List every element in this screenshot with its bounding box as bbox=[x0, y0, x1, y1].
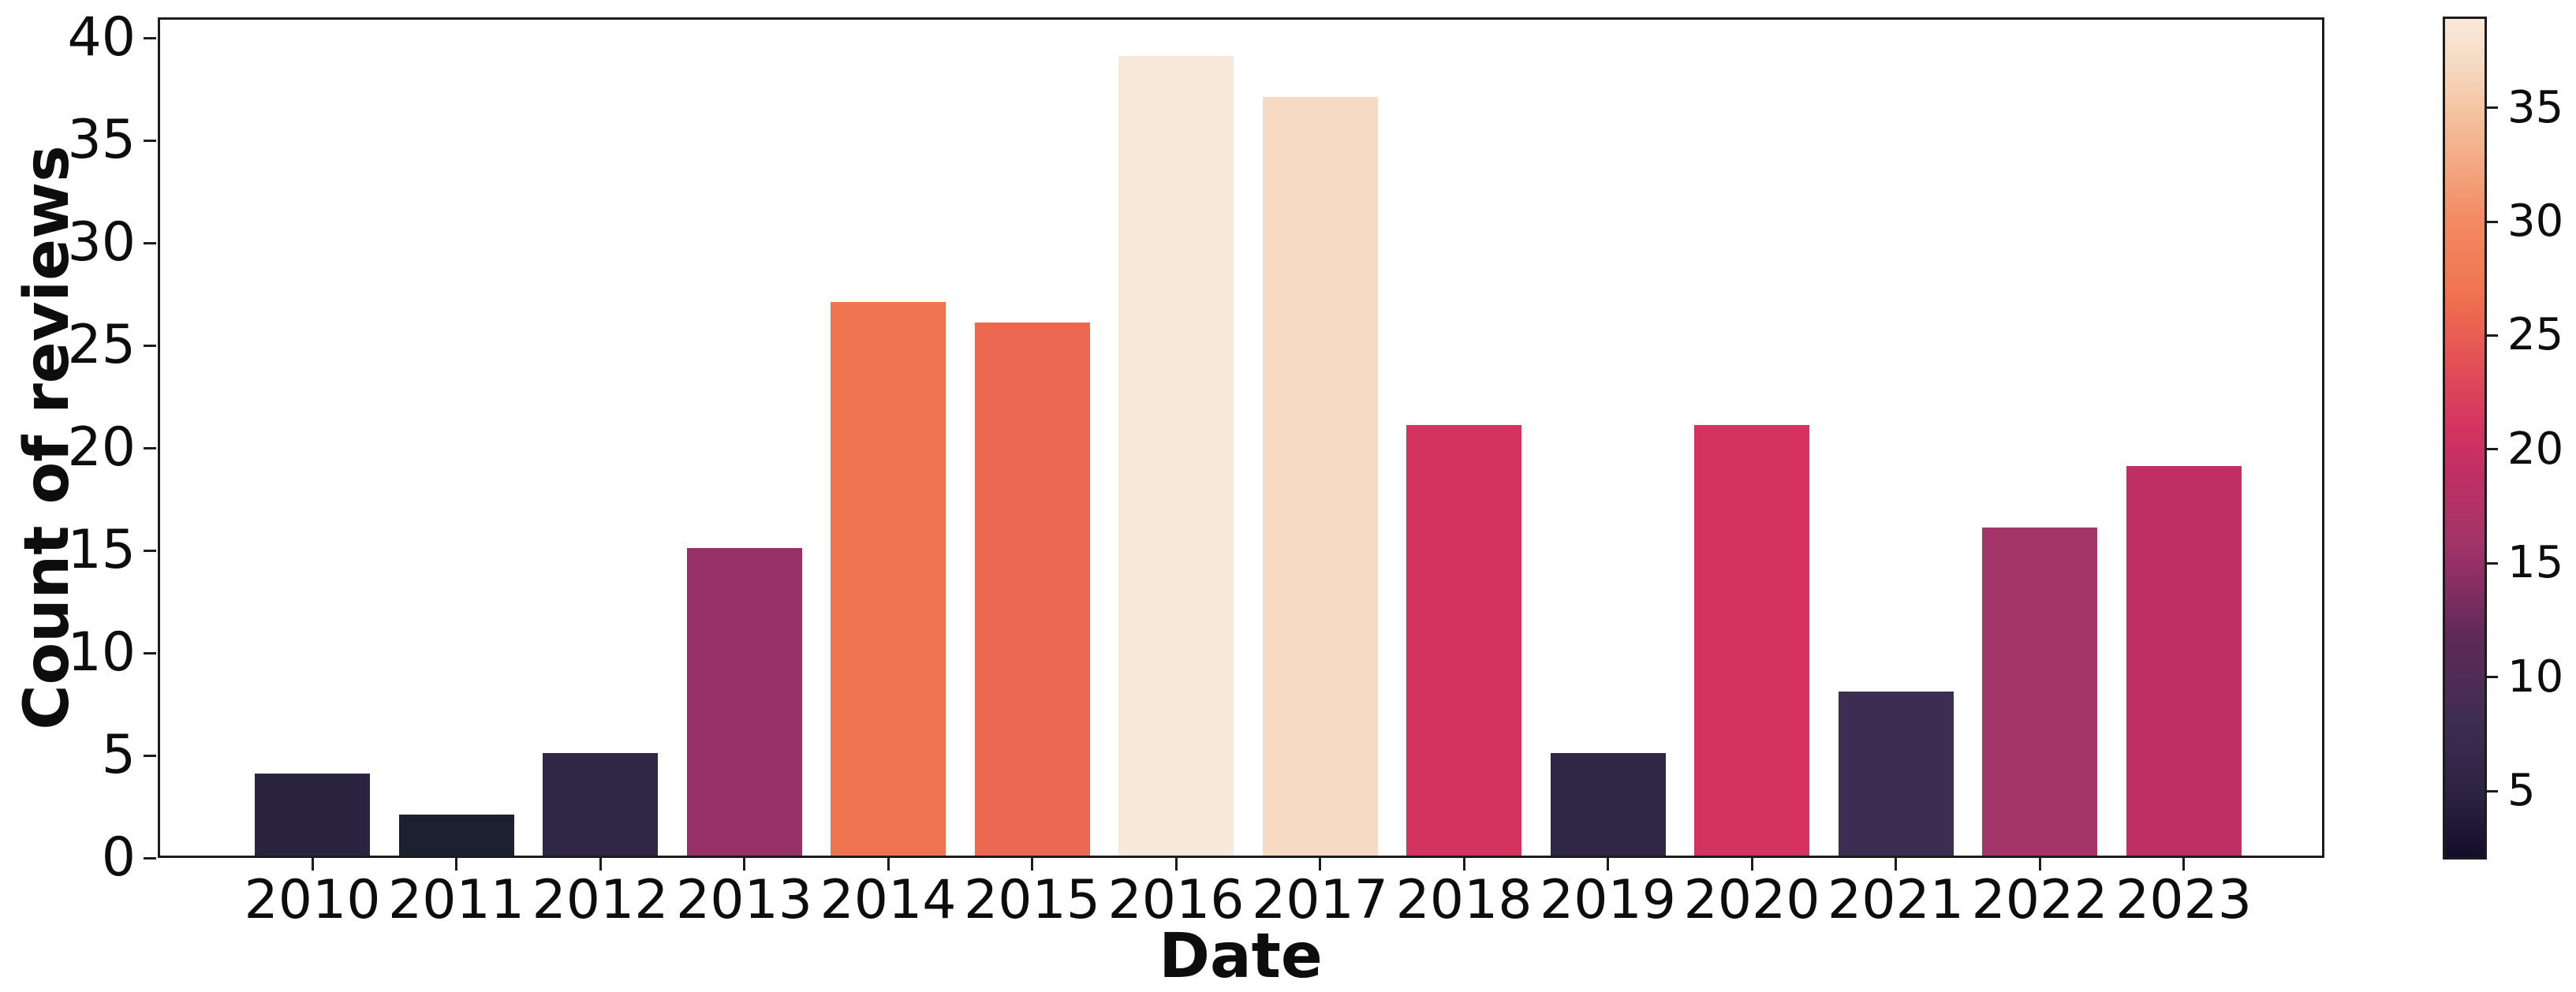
x-tick-label: 2014 bbox=[819, 869, 957, 931]
colorbar-tick-label: 15 bbox=[2507, 537, 2564, 589]
x-tick-mark bbox=[887, 858, 890, 871]
x-tick-label: 2021 bbox=[1827, 869, 1965, 931]
colorbar-tick-label: 20 bbox=[2507, 423, 2564, 475]
y-tick-label: 40 bbox=[67, 6, 136, 69]
bar-2014 bbox=[831, 302, 946, 856]
colorbar-tick-mark bbox=[2487, 561, 2498, 565]
x-tick-label: 2022 bbox=[1971, 869, 2108, 931]
y-tick-mark bbox=[144, 139, 156, 142]
y-tick-mark bbox=[144, 651, 156, 654]
x-tick-label: 2015 bbox=[963, 869, 1101, 931]
y-tick-label: 20 bbox=[67, 416, 136, 479]
x-tick-mark bbox=[2182, 858, 2185, 871]
colorbar-tick-label: 5 bbox=[2507, 765, 2536, 817]
x-tick-label: 2010 bbox=[244, 869, 381, 931]
colorbar-tick-mark bbox=[2487, 106, 2498, 110]
colorbar-tick-mark bbox=[2487, 789, 2498, 792]
y-tick-mark bbox=[144, 856, 156, 860]
bar-2021 bbox=[1838, 692, 1954, 856]
colorbar-tick-mark bbox=[2487, 220, 2498, 223]
y-tick-mark bbox=[144, 241, 156, 244]
y-tick-mark bbox=[144, 549, 156, 552]
x-tick-mark bbox=[1174, 858, 1178, 871]
colorbar-tick-mark bbox=[2487, 676, 2498, 679]
colorbar-tick-mark bbox=[2487, 334, 2498, 337]
bar-2020 bbox=[1694, 425, 1809, 856]
y-tick-mark bbox=[144, 344, 156, 347]
x-tick-mark bbox=[311, 858, 314, 871]
y-tick-label: 10 bbox=[67, 621, 136, 684]
x-tick-label: 2018 bbox=[1395, 869, 1533, 931]
colorbar-tick-label: 25 bbox=[2507, 309, 2564, 361]
y-tick-label: 30 bbox=[67, 211, 136, 274]
y-tick-mark bbox=[144, 36, 156, 39]
bar-2013 bbox=[686, 548, 802, 856]
x-tick-label: 2020 bbox=[1683, 869, 1820, 931]
x-tick-mark bbox=[1031, 858, 1033, 871]
bar-2015 bbox=[974, 323, 1090, 856]
y-tick-label: 25 bbox=[67, 314, 136, 376]
y-tick-mark bbox=[144, 446, 156, 449]
bar-2012 bbox=[543, 753, 658, 856]
y-tick-mark bbox=[144, 754, 156, 757]
bar-2022 bbox=[1982, 528, 2097, 856]
x-tick-mark bbox=[455, 858, 457, 871]
y-tick-label: 5 bbox=[101, 724, 136, 786]
x-tick-mark bbox=[1319, 858, 1321, 871]
x-tick-label: 2012 bbox=[532, 869, 669, 931]
x-tick-mark bbox=[2038, 858, 2041, 871]
x-tick-label: 2023 bbox=[2115, 869, 2253, 931]
x-tick-label: 2013 bbox=[675, 869, 813, 931]
bar-2010 bbox=[255, 774, 370, 856]
plot-area bbox=[158, 17, 2324, 858]
x-tick-mark bbox=[1750, 858, 1753, 871]
colorbar-tick-label: 10 bbox=[2507, 651, 2564, 703]
x-tick-mark bbox=[743, 858, 745, 871]
bar-2016 bbox=[1118, 56, 1234, 856]
x-tick-mark bbox=[1895, 858, 1897, 871]
bar-2011 bbox=[398, 815, 514, 856]
x-tick-mark bbox=[599, 858, 602, 871]
y-tick-label: 35 bbox=[67, 109, 136, 171]
colorbar-tick-mark bbox=[2487, 448, 2498, 451]
x-tick-label: 2011 bbox=[387, 869, 525, 931]
bar-2018 bbox=[1406, 425, 1521, 856]
bar-2017 bbox=[1262, 97, 1378, 856]
x-tick-label: 2017 bbox=[1251, 869, 1389, 931]
y-axis-title: Count of reviews bbox=[12, 145, 83, 730]
x-tick-label: 2016 bbox=[1107, 869, 1245, 931]
y-tick-label: 15 bbox=[67, 519, 136, 581]
x-tick-label: 2019 bbox=[1539, 869, 1677, 931]
x-tick-mark bbox=[1607, 858, 1609, 871]
x-tick-mark bbox=[1462, 858, 1465, 871]
x-axis-title: Date bbox=[1159, 921, 1323, 992]
colorbar-tick-label: 35 bbox=[2507, 81, 2564, 133]
colorbar-tick-label: 30 bbox=[2507, 196, 2564, 248]
colorbar bbox=[2443, 17, 2487, 860]
y-tick-label: 0 bbox=[101, 826, 136, 889]
bar-2023 bbox=[2126, 466, 2242, 856]
bar-2019 bbox=[1550, 753, 1666, 856]
